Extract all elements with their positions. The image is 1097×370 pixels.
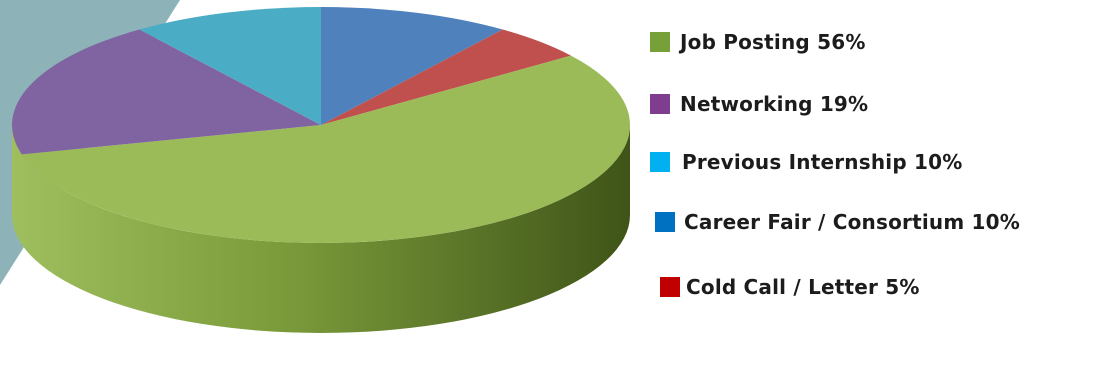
pie-slice-previous-internship [139, 7, 321, 125]
pie-slice-networking [12, 29, 322, 155]
pie-side-wall [12, 125, 630, 333]
pie-slice-cold-call-letter [321, 29, 571, 125]
pie-slice-career-fair-consortium [321, 7, 503, 125]
pie-slice-job-posting [21, 55, 630, 243]
